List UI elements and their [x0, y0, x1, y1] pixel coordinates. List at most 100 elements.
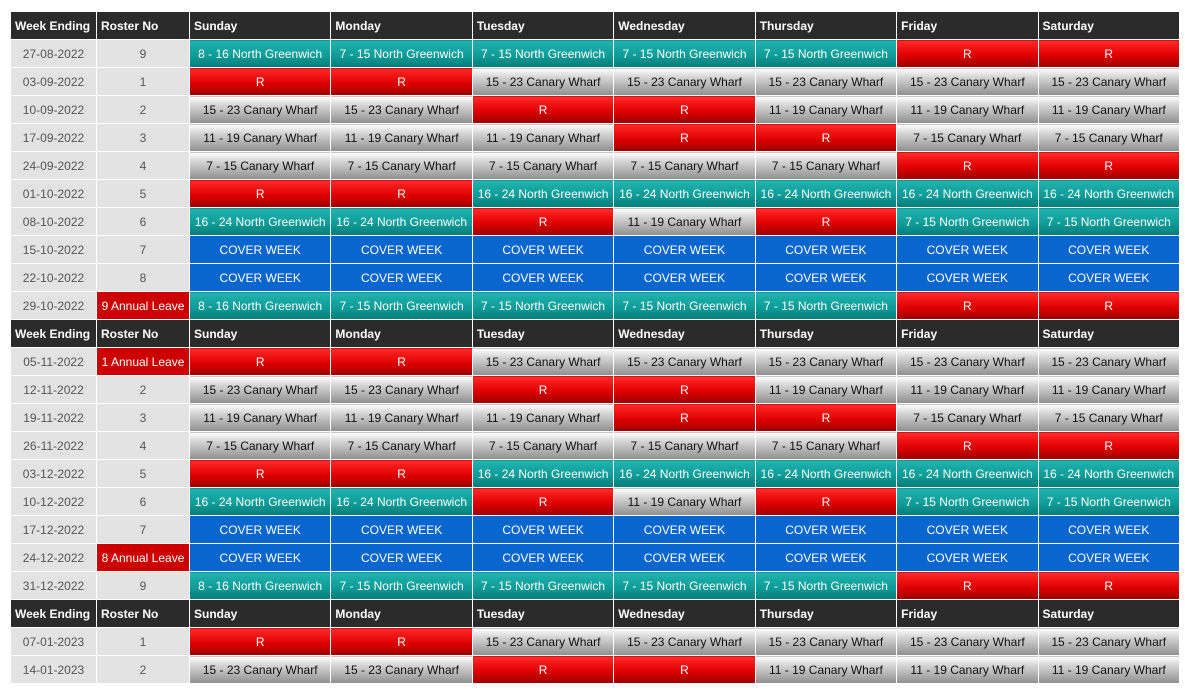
week-ending-cell: 29-10-2022 — [10, 291, 97, 320]
friday-shift-cell: COVER WEEK — [896, 235, 1039, 264]
monday-shift-cell: 7 - 15 North Greenwich — [330, 39, 473, 68]
tuesday-shift-cell: COVER WEEK — [471, 515, 615, 544]
roster-no-cell: 7 — [96, 235, 190, 264]
column-header: Week Ending — [10, 599, 97, 628]
table-row: 17-09-2022 3 11 - 19 Canary Wharf 11 - 19 C… — [10, 123, 1180, 152]
sunday-shift-cell: COVER WEEK — [188, 543, 332, 572]
sunday-shift-cell: R — [188, 459, 332, 488]
wednesday-shift-cell: 11 - 19 Canary Wharf — [613, 487, 756, 516]
thursday-shift-cell: 16 - 24 North Greenwich — [754, 459, 898, 488]
thursday-shift-cell: R — [754, 487, 898, 516]
friday-shift-cell: 7 - 15 North Greenwich — [896, 207, 1039, 236]
saturday-shift-cell: R — [1037, 291, 1180, 320]
monday-shift-cell: 7 - 15 Canary Wharf — [330, 431, 473, 460]
roster-no-cell: 2 — [96, 95, 190, 124]
column-header: Monday — [330, 11, 473, 40]
wednesday-shift-cell: 7 - 15 North Greenwich — [613, 291, 756, 320]
table-row: 14-01-2023 2 15 - 23 Canary Wharf 15 - 23 C… — [10, 655, 1180, 684]
saturday-shift-cell: R — [1037, 431, 1180, 460]
monday-shift-cell: 7 - 15 Canary Wharf — [330, 151, 473, 180]
saturday-shift-cell: COVER WEEK — [1037, 263, 1180, 292]
thursday-shift-cell: R — [754, 207, 898, 236]
saturday-shift-cell: 7 - 15 North Greenwich — [1037, 487, 1180, 516]
friday-shift-cell: 15 - 23 Canary Wharf — [896, 627, 1039, 656]
friday-shift-cell: R — [896, 431, 1039, 460]
tuesday-shift-cell: 11 - 19 Canary Wharf — [471, 403, 615, 432]
column-header: Week Ending — [10, 319, 97, 348]
column-header: Monday — [330, 599, 473, 628]
column-header: Thursday — [754, 599, 898, 628]
sunday-shift-cell: 15 - 23 Canary Wharf — [188, 95, 332, 124]
column-header: Tuesday — [471, 319, 615, 348]
monday-shift-cell: 7 - 15 North Greenwich — [330, 571, 473, 600]
column-header: Sunday — [188, 11, 332, 40]
week-ending-cell: 07-01-2023 — [10, 627, 97, 656]
wednesday-shift-cell: COVER WEEK — [613, 543, 756, 572]
sunday-shift-cell: 7 - 15 Canary Wharf — [188, 151, 332, 180]
thursday-shift-cell: 11 - 19 Canary Wharf — [754, 95, 898, 124]
table-row: 05-11-2022 1 Annual Leave R R 15 - 23 Canary… — [10, 347, 1180, 376]
tuesday-shift-cell: R — [471, 487, 615, 516]
sunday-shift-cell: R — [188, 347, 332, 376]
table-row: 03-09-2022 1 R R 15 - 23 Canary Wharf 15 - 23… — [10, 67, 1180, 96]
thursday-shift-cell: COVER WEEK — [754, 235, 898, 264]
table-row: 31-12-2022 9 8 - 16 North Greenwich 7 - 15 … — [10, 571, 1180, 600]
table-row: 26-11-2022 4 7 - 15 Canary Wharf 7 - 15 Can… — [10, 431, 1180, 460]
saturday-shift-cell: 7 - 15 Canary Wharf — [1037, 403, 1180, 432]
table-row: 10-09-2022 2 15 - 23 Canary Wharf 15 - 23 C… — [10, 95, 1180, 124]
friday-shift-cell: 7 - 15 Canary Wharf — [896, 403, 1039, 432]
friday-shift-cell: COVER WEEK — [896, 263, 1039, 292]
sunday-shift-cell: COVER WEEK — [188, 515, 332, 544]
table-row: 12-11-2022 2 15 - 23 Canary Wharf 15 - 23 C… — [10, 375, 1180, 404]
saturday-shift-cell: 15 - 23 Canary Wharf — [1037, 347, 1180, 376]
friday-shift-cell: 15 - 23 Canary Wharf — [896, 67, 1039, 96]
thursday-shift-cell: 11 - 19 Canary Wharf — [754, 655, 898, 684]
week-ending-cell: 15-10-2022 — [10, 235, 97, 264]
tuesday-shift-cell: 16 - 24 North Greenwich — [471, 179, 615, 208]
thursday-shift-cell: 15 - 23 Canary Wharf — [754, 627, 898, 656]
sunday-shift-cell: 15 - 23 Canary Wharf — [188, 375, 332, 404]
week-ending-cell: 27-08-2022 — [10, 39, 97, 68]
friday-shift-cell: COVER WEEK — [896, 543, 1039, 572]
roster-no-cell: 4 — [96, 151, 190, 180]
roster-no-cell: 7 — [96, 515, 190, 544]
tuesday-shift-cell: 7 - 15 Canary Wharf — [471, 151, 615, 180]
week-ending-cell: 17-12-2022 — [10, 515, 97, 544]
thursday-shift-cell: R — [754, 403, 898, 432]
column-header: Thursday — [754, 319, 898, 348]
wednesday-shift-cell: 11 - 19 Canary Wharf — [613, 207, 756, 236]
roster-no-cell: 3 — [96, 123, 190, 152]
annual-leave-cell: 8 Annual Leave — [96, 543, 190, 572]
column-header: Friday — [896, 11, 1039, 40]
thursday-shift-cell: 7 - 15 Canary Wharf — [754, 151, 898, 180]
saturday-shift-cell: 15 - 23 Canary Wharf — [1037, 67, 1180, 96]
monday-shift-cell: 15 - 23 Canary Wharf — [330, 655, 473, 684]
tuesday-shift-cell: R — [471, 207, 615, 236]
thursday-shift-cell: 7 - 15 Canary Wharf — [754, 431, 898, 460]
column-header: Week Ending — [10, 11, 97, 40]
table-row: 17-12-2022 7 COVER WEEK COVER WEEK COVER WEE… — [10, 515, 1180, 544]
monday-shift-cell: COVER WEEK — [330, 263, 473, 292]
week-ending-cell: 26-11-2022 — [10, 431, 97, 460]
column-header: Friday — [896, 599, 1039, 628]
saturday-shift-cell: R — [1037, 151, 1180, 180]
roster-no-cell: 2 — [96, 375, 190, 404]
table-row: 24-12-2022 8 Annual Leave COVER WEEK COVER … — [10, 543, 1180, 572]
wednesday-shift-cell: R — [613, 403, 756, 432]
week-ending-cell: 03-12-2022 — [10, 459, 97, 488]
tuesday-shift-cell: COVER WEEK — [471, 543, 615, 572]
week-ending-cell: 12-11-2022 — [10, 375, 97, 404]
week-ending-cell: 10-09-2022 — [10, 95, 97, 124]
column-header: Monday — [330, 319, 473, 348]
friday-shift-cell: 11 - 19 Canary Wharf — [896, 95, 1039, 124]
sunday-shift-cell: 16 - 24 North Greenwich — [188, 487, 332, 516]
annual-leave-cell: 9 Annual Leave — [96, 291, 190, 320]
sunday-shift-cell: 16 - 24 North Greenwich — [188, 207, 332, 236]
week-ending-cell: 05-11-2022 — [10, 347, 97, 376]
sunday-shift-cell: 8 - 16 North Greenwich — [188, 291, 332, 320]
friday-shift-cell: 16 - 24 North Greenwich — [896, 459, 1039, 488]
wednesday-shift-cell: R — [613, 123, 756, 152]
monday-shift-cell: R — [330, 627, 473, 656]
roster-no-cell: 2 — [96, 655, 190, 684]
table-row: 19-11-2022 3 11 - 19 Canary Wharf 11 - 19 C… — [10, 403, 1180, 432]
